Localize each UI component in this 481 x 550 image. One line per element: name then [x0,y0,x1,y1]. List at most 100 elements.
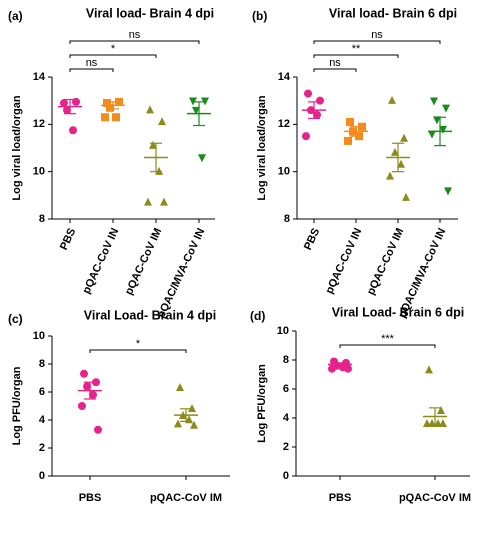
data-point [192,106,200,115]
significance-label: ns [329,57,341,69]
y-tick-label: 10 [277,325,289,337]
significance-bracket [313,68,357,72]
data-point [346,117,354,126]
data-point [344,136,352,145]
y-tick-label: 6 [39,386,45,398]
significance-bracket [339,344,436,348]
y-tick-label: 0 [283,470,289,482]
data-point [103,99,111,108]
data-point [313,110,321,119]
y-tick-label: 14 [278,71,291,83]
data-point [302,132,310,141]
data-point [83,382,91,391]
significance-bracket [69,54,157,58]
x-tick-label: PBS [79,492,102,504]
y-tick-label: 14 [33,71,46,83]
data-point [316,96,324,105]
y-axis-label: Log PFU/organ [11,366,23,445]
data-point [425,365,433,374]
data-point [304,89,312,98]
significance-label: *** [381,333,395,345]
data-point [78,402,86,410]
data-point [176,383,184,391]
data-point [388,95,396,104]
data-point [400,133,408,142]
data-point [328,364,336,373]
x-tick-label: PBS [58,226,78,252]
panel-label: (b) [252,9,267,23]
significance-label: ns [371,29,383,41]
data-point [144,197,152,206]
y-tick-label: 12 [33,118,45,130]
data-point [146,105,154,114]
x-tick-label: pQAC-CoV IN [324,226,365,295]
data-point [433,116,441,125]
data-point [198,154,206,163]
data-point [437,405,445,414]
x-tick-label: pQAC/MVA-CoV IN [155,226,207,320]
significance-label: ns [86,57,98,69]
data-point [439,125,447,134]
x-tick-label: pQAC-CoV IM [123,226,164,296]
y-axis-label: Log viral load/organ [256,95,268,200]
x-tick-label: pQAC-CoV IN [81,226,122,295]
data-point [106,103,114,112]
data-point [89,390,97,399]
chart-title: Viral Load- Brain 4 dpi [84,308,216,322]
y-tick-label: 2 [283,441,289,453]
data-point [386,171,394,180]
data-point [190,420,198,429]
significance-bracket [89,349,187,353]
data-point [391,147,399,156]
y-tick-label: 10 [278,166,290,178]
y-tick-label: 8 [39,213,45,225]
x-tick-label: pQAC-CoV IM [365,226,406,296]
significance-label: ns [129,29,141,41]
y-axis-label: Log PFU/organ [256,364,268,443]
data-point [69,126,77,135]
significance-label: * [136,338,141,350]
y-tick-label: 0 [39,470,45,482]
y-tick-label: 8 [283,354,289,366]
data-point [112,113,120,122]
data-point [94,425,102,434]
data-point [397,159,405,168]
panel-label: (c) [8,312,23,326]
data-point [101,113,109,122]
data-point [428,130,436,139]
y-tick-label: 8 [39,358,45,370]
y-axis-label: Log viral load/organ [11,95,23,200]
data-point [344,364,352,373]
data-point [60,99,68,108]
data-point [80,369,88,378]
significance-label: * [111,43,116,55]
panel-label: (a) [8,9,23,23]
data-point [155,166,163,175]
chart-title: Viral load- Brain 4 dpi [86,6,214,20]
data-point [160,197,168,206]
data-point [442,104,450,113]
y-tick-label: 6 [283,383,289,395]
y-tick-label: 2 [39,442,45,454]
x-tick-label: PBS [329,492,352,504]
x-tick-label: PBS [302,226,322,252]
significance-bracket [313,40,441,44]
y-tick-label: 4 [39,414,46,426]
significance-bracket [69,68,114,72]
y-tick-label: 4 [283,412,290,424]
data-point [402,192,410,201]
y-tick-label: 10 [33,166,45,178]
x-tick-label: pQAC-CoV IM [150,492,222,504]
significance-label: ** [352,43,361,55]
data-point [149,140,157,149]
data-point [430,97,438,106]
data-point [188,404,196,412]
y-tick-label: 10 [33,330,45,342]
x-tick-label: pQAC-CoV IM [399,492,471,504]
data-point [174,419,182,428]
data-point [158,117,166,126]
y-tick-label: 8 [284,213,290,225]
significance-bracket [313,54,399,58]
chart-title: Viral load- Brain 6 dpi [329,6,457,20]
